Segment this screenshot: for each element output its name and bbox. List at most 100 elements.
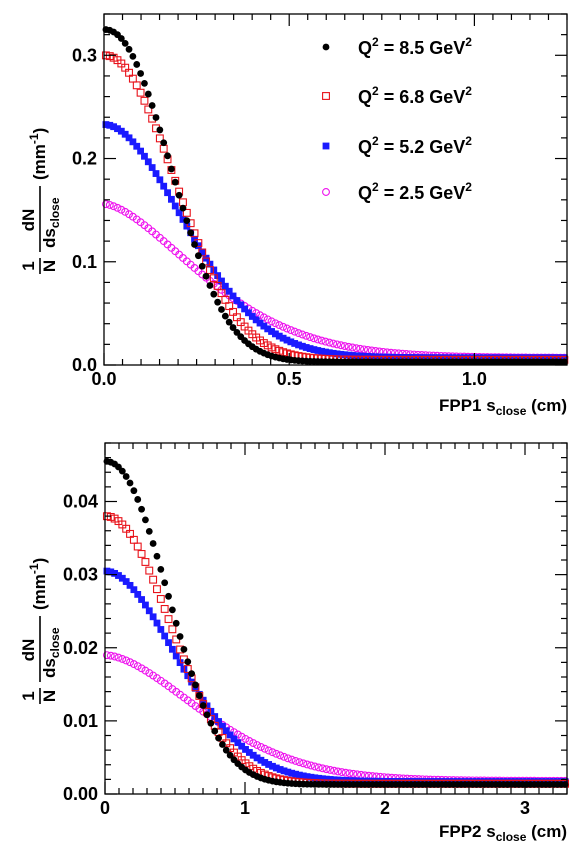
data-point bbox=[206, 282, 214, 289]
data-point bbox=[296, 771, 303, 779]
data-point bbox=[202, 257, 211, 266]
top-panel-x-axis-label: FPP1 sclose (cm) bbox=[439, 396, 567, 418]
data-point bbox=[249, 739, 258, 747]
data-point bbox=[360, 345, 368, 354]
data-point bbox=[134, 590, 142, 598]
data-point bbox=[153, 585, 161, 594]
data-point bbox=[221, 312, 229, 320]
data-point bbox=[126, 658, 134, 667]
data-point bbox=[159, 144, 168, 153]
y-label-frac-left-bottom: N bbox=[40, 260, 59, 272]
data-point bbox=[156, 126, 164, 134]
x-tick-label: 1 bbox=[240, 798, 250, 818]
data-point bbox=[106, 651, 115, 660]
data-point bbox=[219, 741, 226, 748]
data-point bbox=[122, 578, 130, 585]
data-point bbox=[348, 343, 357, 352]
top-panel-markers bbox=[101, 26, 569, 366]
data-point bbox=[237, 301, 245, 309]
data-point bbox=[141, 79, 148, 87]
y-tick-label: 0.0 bbox=[72, 355, 97, 375]
data-point bbox=[325, 349, 333, 357]
legend-entry-label: Q2 = 2.5 GeV2 bbox=[358, 180, 472, 203]
data-point bbox=[287, 338, 295, 346]
data-point bbox=[156, 594, 165, 603]
data-point bbox=[180, 645, 188, 653]
data-point bbox=[256, 742, 265, 751]
data-point bbox=[145, 527, 153, 535]
data-point bbox=[141, 558, 150, 566]
y-label-frac-left-top: 1 bbox=[19, 261, 38, 270]
data-point bbox=[184, 658, 192, 666]
data-point bbox=[210, 290, 218, 298]
data-point bbox=[103, 567, 111, 575]
data-point bbox=[269, 762, 276, 770]
data-point bbox=[156, 176, 164, 184]
data-point bbox=[321, 337, 330, 346]
y-tick-label: 0.1 bbox=[72, 252, 97, 272]
data-point bbox=[283, 754, 292, 763]
data-point bbox=[137, 70, 144, 77]
data-point bbox=[272, 764, 280, 772]
data-point bbox=[226, 751, 234, 759]
data-point bbox=[194, 242, 202, 250]
data-point bbox=[218, 306, 225, 313]
data-point bbox=[138, 505, 145, 513]
data-point bbox=[280, 767, 288, 775]
data-point bbox=[145, 566, 154, 575]
data-point bbox=[229, 292, 237, 300]
top-panel: 0.0 0.5 1.0 0.0 0.1 0.2 0.3 1 N dN dsclose (mm… bbox=[19, 13, 569, 418]
data-point bbox=[291, 756, 300, 765]
data-point bbox=[172, 619, 180, 627]
data-point bbox=[268, 328, 275, 335]
data-point bbox=[148, 102, 156, 109]
data-point bbox=[333, 340, 342, 349]
data-point bbox=[283, 336, 291, 344]
data-point bbox=[175, 209, 183, 217]
data-point bbox=[313, 335, 322, 344]
data-point bbox=[229, 324, 237, 331]
data-point bbox=[113, 203, 122, 212]
data-point bbox=[160, 604, 169, 613]
data-point bbox=[225, 287, 233, 295]
data-point bbox=[276, 766, 284, 773]
data-point bbox=[222, 746, 230, 754]
data-point bbox=[309, 334, 318, 343]
data-point bbox=[256, 319, 264, 327]
data-point bbox=[160, 139, 168, 147]
data-point bbox=[101, 200, 110, 209]
data-point bbox=[114, 125, 121, 133]
data-point bbox=[168, 606, 176, 614]
data-point bbox=[152, 170, 160, 177]
data-point bbox=[187, 229, 195, 237]
data-point bbox=[176, 633, 184, 640]
data-point bbox=[130, 586, 138, 594]
data-point bbox=[179, 216, 187, 223]
data-point bbox=[242, 746, 249, 753]
data-point bbox=[207, 719, 215, 727]
data-point bbox=[249, 751, 257, 759]
data-point bbox=[560, 358, 568, 366]
data-point bbox=[164, 189, 171, 197]
legend-marker bbox=[322, 92, 330, 100]
data-point bbox=[225, 318, 233, 326]
data-point bbox=[144, 158, 152, 166]
data-point bbox=[183, 665, 192, 673]
series-3 bbox=[102, 651, 570, 785]
data-point bbox=[157, 626, 165, 633]
data-point bbox=[306, 345, 314, 352]
data-point bbox=[233, 297, 241, 304]
data-point bbox=[340, 342, 349, 350]
data-point bbox=[126, 581, 134, 589]
data-point bbox=[337, 350, 345, 358]
data-point bbox=[165, 592, 172, 600]
data-point bbox=[307, 761, 315, 770]
data-point bbox=[117, 127, 125, 135]
data-point bbox=[275, 321, 284, 330]
data-point bbox=[265, 761, 273, 768]
data-point bbox=[345, 769, 354, 778]
data-point bbox=[230, 735, 238, 743]
data-point bbox=[107, 568, 115, 576]
data-point bbox=[165, 639, 172, 647]
data-point bbox=[134, 496, 142, 503]
